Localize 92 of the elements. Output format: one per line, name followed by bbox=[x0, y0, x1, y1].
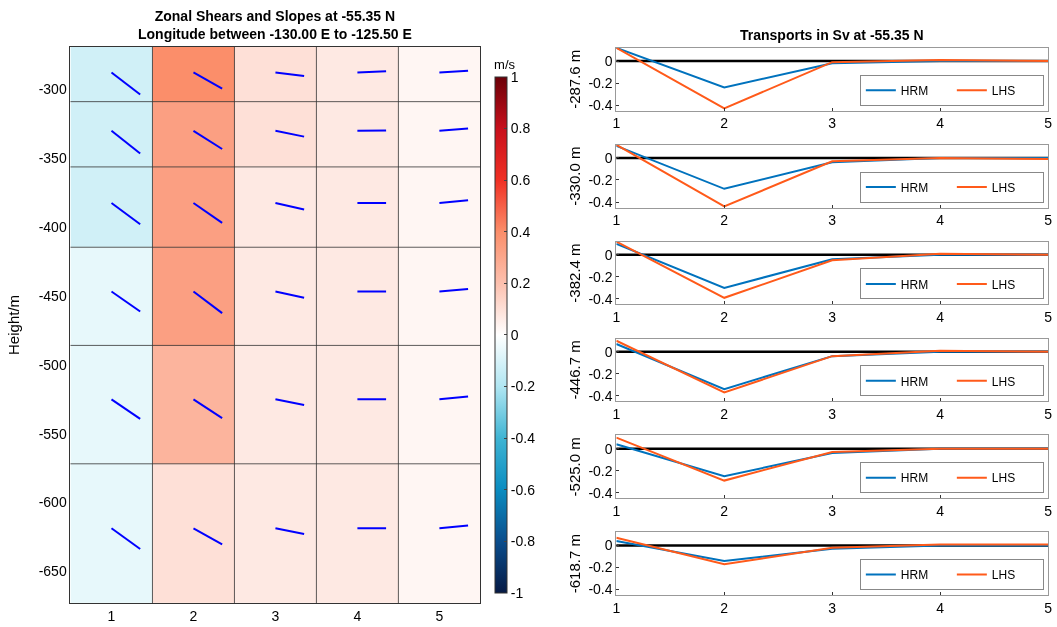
x-tick-label: 2 bbox=[720, 599, 729, 616]
x-tick-label: 3 bbox=[828, 503, 837, 520]
y-axis-title: -287.6 m bbox=[565, 49, 583, 109]
y-tick-label: -0.2 bbox=[588, 268, 613, 285]
y-tick-label: -350 bbox=[38, 150, 67, 167]
y-axis-title: -525.0 m bbox=[565, 437, 583, 497]
legend-label: HRM bbox=[900, 471, 929, 486]
color-bar-label: 0.2 bbox=[510, 275, 531, 292]
color-bar-label: -1 bbox=[510, 584, 524, 601]
x-tick-label: 2 bbox=[720, 212, 729, 229]
x-tick-label: 3 bbox=[828, 599, 837, 616]
color-bar-label: 0.8 bbox=[510, 120, 531, 137]
color-bar-label: -0.2 bbox=[510, 378, 536, 395]
x-tick-label: 4 bbox=[353, 607, 362, 624]
chart-title: Zonal Shears and Slopes at -55.35 N Longitude between -130.00 E to -125.50 E bbox=[138, 8, 412, 43]
y-tick-label: 0 bbox=[604, 149, 613, 166]
x-tick-label: 3 bbox=[828, 115, 837, 132]
y-tick-label: -0.4 bbox=[588, 387, 613, 404]
legend-label: LHS bbox=[991, 277, 1016, 292]
x-tick-label: 3 bbox=[828, 212, 837, 229]
x-tick-label: 1 bbox=[612, 503, 621, 520]
y-tick-label: -550 bbox=[38, 425, 67, 442]
y-tick-label: -0.2 bbox=[588, 559, 613, 576]
x-tick-label: 5 bbox=[1044, 503, 1053, 520]
x-tick-label: 2 bbox=[720, 503, 729, 520]
x-tick-label: 2 bbox=[720, 309, 729, 326]
x-tick-label: 4 bbox=[936, 212, 945, 229]
x-tick-label: 3 bbox=[828, 309, 837, 326]
x-tick-label: 1 bbox=[612, 309, 621, 326]
color-bar-label: -0.4 bbox=[510, 430, 536, 447]
x-tick-label: 5 bbox=[1044, 309, 1053, 326]
x-tick-label: 3 bbox=[828, 406, 837, 423]
legend-label: LHS bbox=[991, 471, 1016, 486]
x-tick-label: 5 bbox=[1044, 212, 1053, 229]
x-tick-label: 5 bbox=[1044, 406, 1053, 423]
x-tick-label: 5 bbox=[435, 607, 444, 624]
x-tick-label: 1 bbox=[612, 599, 621, 616]
chart-title: Transports in Sv at -55.35 N bbox=[740, 27, 924, 43]
y-tick-label: -500 bbox=[38, 356, 67, 373]
color-bar-label: 0.4 bbox=[510, 223, 531, 240]
legend-label: HRM bbox=[900, 83, 929, 98]
color-bar-label: 0 bbox=[510, 326, 519, 343]
x-tick-label: 1 bbox=[612, 115, 621, 132]
y-tick-label: 0 bbox=[604, 52, 613, 69]
x-tick-label: 1 bbox=[612, 406, 621, 423]
x-tick-label: 4 bbox=[936, 115, 945, 132]
x-tick-label: 1 bbox=[612, 212, 621, 229]
legend-label: HRM bbox=[900, 568, 929, 583]
color-bar-label: -0.8 bbox=[510, 533, 536, 550]
x-tick-label: 4 bbox=[936, 406, 945, 423]
legend-label: HRM bbox=[900, 277, 929, 292]
color-bar-label: 0.6 bbox=[510, 172, 531, 189]
y-tick-label: -450 bbox=[38, 287, 67, 304]
y-tick-label: -0.2 bbox=[588, 462, 613, 479]
y-axis-title: -330.0 m bbox=[565, 146, 583, 206]
y-tick-label: -650 bbox=[38, 563, 67, 580]
y-tick-label: -600 bbox=[38, 494, 67, 511]
y-tick-label: -0.4 bbox=[588, 581, 613, 598]
y-tick-label: -0.4 bbox=[588, 193, 613, 210]
y-tick-label: -0.2 bbox=[588, 365, 613, 382]
y-tick-label: 0 bbox=[604, 537, 613, 554]
y-tick-label: -0.4 bbox=[588, 97, 613, 114]
legend-label: LHS bbox=[991, 180, 1016, 195]
x-tick-label: 2 bbox=[720, 115, 729, 132]
legend-label: HRM bbox=[900, 180, 929, 195]
y-tick-label: 0 bbox=[604, 246, 613, 263]
x-tick-label: 5 bbox=[1044, 599, 1053, 616]
legend-label: LHS bbox=[991, 568, 1016, 583]
color-bar-label: -0.6 bbox=[510, 481, 536, 498]
y-tick-label: 0 bbox=[604, 343, 613, 360]
y-axis-title: -618.7 m bbox=[565, 534, 583, 594]
x-tick-label: 1 bbox=[107, 607, 116, 624]
x-tick-label: 4 bbox=[936, 503, 945, 520]
x-tick-label: 3 bbox=[271, 607, 280, 624]
y-axis-title: Height/m bbox=[4, 294, 22, 355]
x-tick-label: 2 bbox=[720, 406, 729, 423]
y-tick-label: -0.4 bbox=[588, 290, 613, 307]
y-tick-label: 0 bbox=[604, 440, 613, 457]
x-tick-label: 5 bbox=[1044, 115, 1053, 132]
y-tick-label: -300 bbox=[38, 81, 67, 98]
y-tick-label: -0.4 bbox=[588, 484, 613, 501]
legend-label: LHS bbox=[991, 83, 1016, 98]
legend-label: HRM bbox=[900, 374, 929, 389]
x-tick-label: 4 bbox=[936, 599, 945, 616]
y-tick-label: -0.2 bbox=[588, 75, 613, 92]
legend-label: LHS bbox=[991, 374, 1016, 389]
x-tick-label: 2 bbox=[189, 607, 198, 624]
y-axis-title: -446.7 m bbox=[565, 340, 583, 400]
y-axis-title: -382.4 m bbox=[565, 243, 583, 303]
y-tick-label: -0.2 bbox=[588, 171, 613, 188]
y-tick-label: -400 bbox=[38, 219, 67, 236]
x-tick-label: 4 bbox=[936, 309, 945, 326]
